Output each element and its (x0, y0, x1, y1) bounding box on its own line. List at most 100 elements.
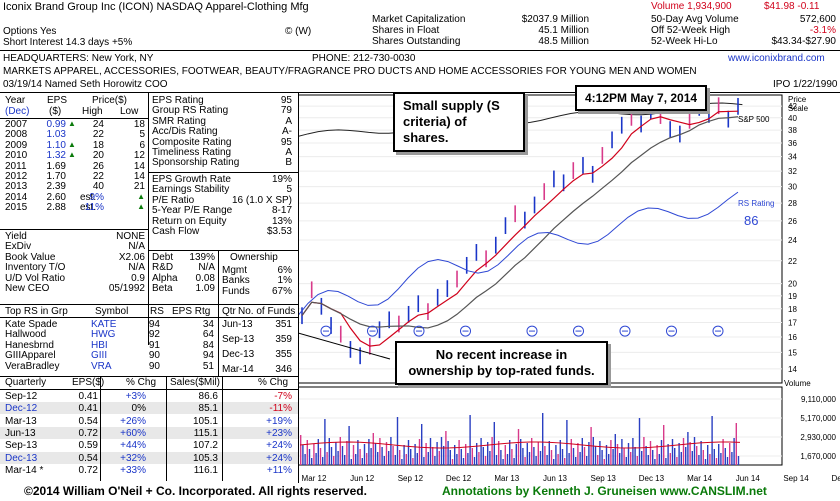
market-stat-value: $2037.9 Million (521, 14, 589, 25)
ownership-value: 1% (277, 275, 292, 287)
divider (0, 389, 298, 390)
price-volume-chart: 14 15 16 17 18 19 20 22 24 26 28 30 32 34 36 38 40 42Pric… (298, 94, 840, 483)
volume-bar (339, 437, 341, 465)
short-interest: Short Interest 14.3 days +5% (3, 37, 133, 48)
rs-line (298, 191, 739, 316)
volume-stat-value: 572,600 (799, 14, 836, 25)
volume-bar (346, 441, 348, 465)
funds-header: No. of Funds (238, 306, 296, 317)
x-tick-label: Jun 14 (736, 474, 761, 483)
quarter-eps-change: 0% (131, 403, 146, 415)
volume-bar (663, 425, 665, 465)
volume-bar (713, 449, 715, 465)
misc-value: X2.06 (118, 251, 145, 263)
debt-value: 139% (189, 252, 215, 263)
volume-bar (634, 447, 636, 465)
quarter-eps: 0.54 (78, 452, 98, 464)
price-tick-label: 42 (788, 102, 797, 111)
price-tick-label: 22 (788, 257, 797, 266)
volume-bar (667, 444, 669, 465)
website-link[interactable]: www.iconixbrand.com (728, 53, 825, 64)
volume-bar (447, 441, 449, 465)
volume-bar (522, 448, 524, 465)
misc-value: 05/1992 (108, 283, 145, 294)
volume-bar (324, 419, 326, 465)
misc-value: 0.9 (131, 272, 145, 284)
ownership-marker-icon (619, 325, 631, 337)
volume-bar (526, 443, 528, 465)
funds-quarter: Jun-13 (222, 319, 253, 330)
quarter-eps-change: +32% (120, 452, 146, 464)
misc-label: U/D Vol Ratio (5, 272, 66, 284)
ownership-label: Funds (222, 285, 250, 297)
price-tick-label: 34 (788, 153, 797, 162)
volume-bar (517, 429, 520, 465)
eps-low: 6 (139, 139, 145, 151)
divider (218, 250, 219, 304)
volume-bar (504, 445, 506, 465)
growth-label: EPS Growth Rate (152, 174, 231, 185)
eps-value: 1.10 (46, 139, 66, 151)
volume-bar (335, 442, 337, 465)
volume-bar (300, 435, 302, 465)
volume-bar (696, 446, 698, 465)
quarterly-header: Sales($Mil) (170, 377, 221, 388)
x-tick-label: Dec 13 (639, 474, 665, 483)
volume-stat-label: 52-Week Hi-Lo (651, 36, 718, 47)
volume-bar (493, 422, 495, 465)
volume-bar (630, 452, 632, 465)
eps-high: 11% (84, 202, 104, 214)
volume-bar (726, 457, 729, 465)
quarterly-header: % Chg (126, 377, 157, 388)
up-arrow-icon: ▲ (68, 150, 76, 160)
volume-bar (711, 416, 713, 465)
price-tick-label: 20 (788, 280, 797, 289)
misc-label: Inventory T/O (5, 262, 66, 274)
volume-bar (528, 452, 531, 465)
top-rs-name: Hallwood (5, 329, 47, 341)
top-rs-value: 90 (148, 350, 160, 362)
top-rs-header: RS (150, 306, 164, 317)
eps-year: 2013 (5, 181, 28, 193)
volume-today: Volume 1,934,900 (651, 1, 732, 12)
volume-bar (645, 446, 647, 465)
quarter-eps-change: +3% (125, 391, 146, 402)
quarter-eps: 0.54 (78, 415, 98, 427)
volume-bar (568, 453, 570, 465)
eps-low: ▲ (137, 191, 145, 201)
eps-high: 24 (92, 119, 104, 130)
volume-bar (390, 437, 392, 465)
row-shade (0, 451, 298, 464)
quarter-sales: 85.1 (198, 403, 218, 415)
copyright: ©2014 William O'Neil + Co. Incorporated.… (24, 484, 367, 498)
volume-bar (449, 450, 451, 465)
divider (0, 118, 148, 119)
quarter-label: Mar-13 (5, 415, 37, 427)
eps-header: (Dec) (5, 106, 30, 117)
supply-callout: Small supply (S criteria) of shares. (393, 92, 525, 152)
eps-low: 5 (139, 129, 145, 141)
eps-value: 0.99 (46, 119, 66, 130)
ownership-arrow (298, 332, 391, 360)
volume-bar (685, 447, 687, 465)
volume-bar (577, 443, 579, 465)
volume-bar (498, 441, 500, 465)
growth-value: 16 (1.0 X SP) (231, 194, 292, 206)
quarter-eps: 0.72 (78, 464, 98, 476)
volume-bar (495, 455, 498, 465)
top-rs-symbol: HWG (91, 329, 116, 341)
volume-bar (649, 441, 652, 465)
volume-bar (440, 437, 443, 465)
volume-bar (421, 424, 423, 465)
rating-label: Acc/Dis Rating (152, 126, 218, 138)
volume-bar (702, 450, 704, 465)
volume-bar (656, 445, 658, 465)
volume-bar (733, 438, 735, 465)
volume-bar (669, 453, 671, 465)
volume-bar (610, 440, 612, 465)
ownership-marker-icon (526, 325, 538, 337)
misc-label: New CEO (5, 283, 50, 294)
eps-high: 26 (92, 160, 104, 172)
volume-bar (377, 452, 379, 465)
ownership-value: 6% (277, 265, 292, 276)
